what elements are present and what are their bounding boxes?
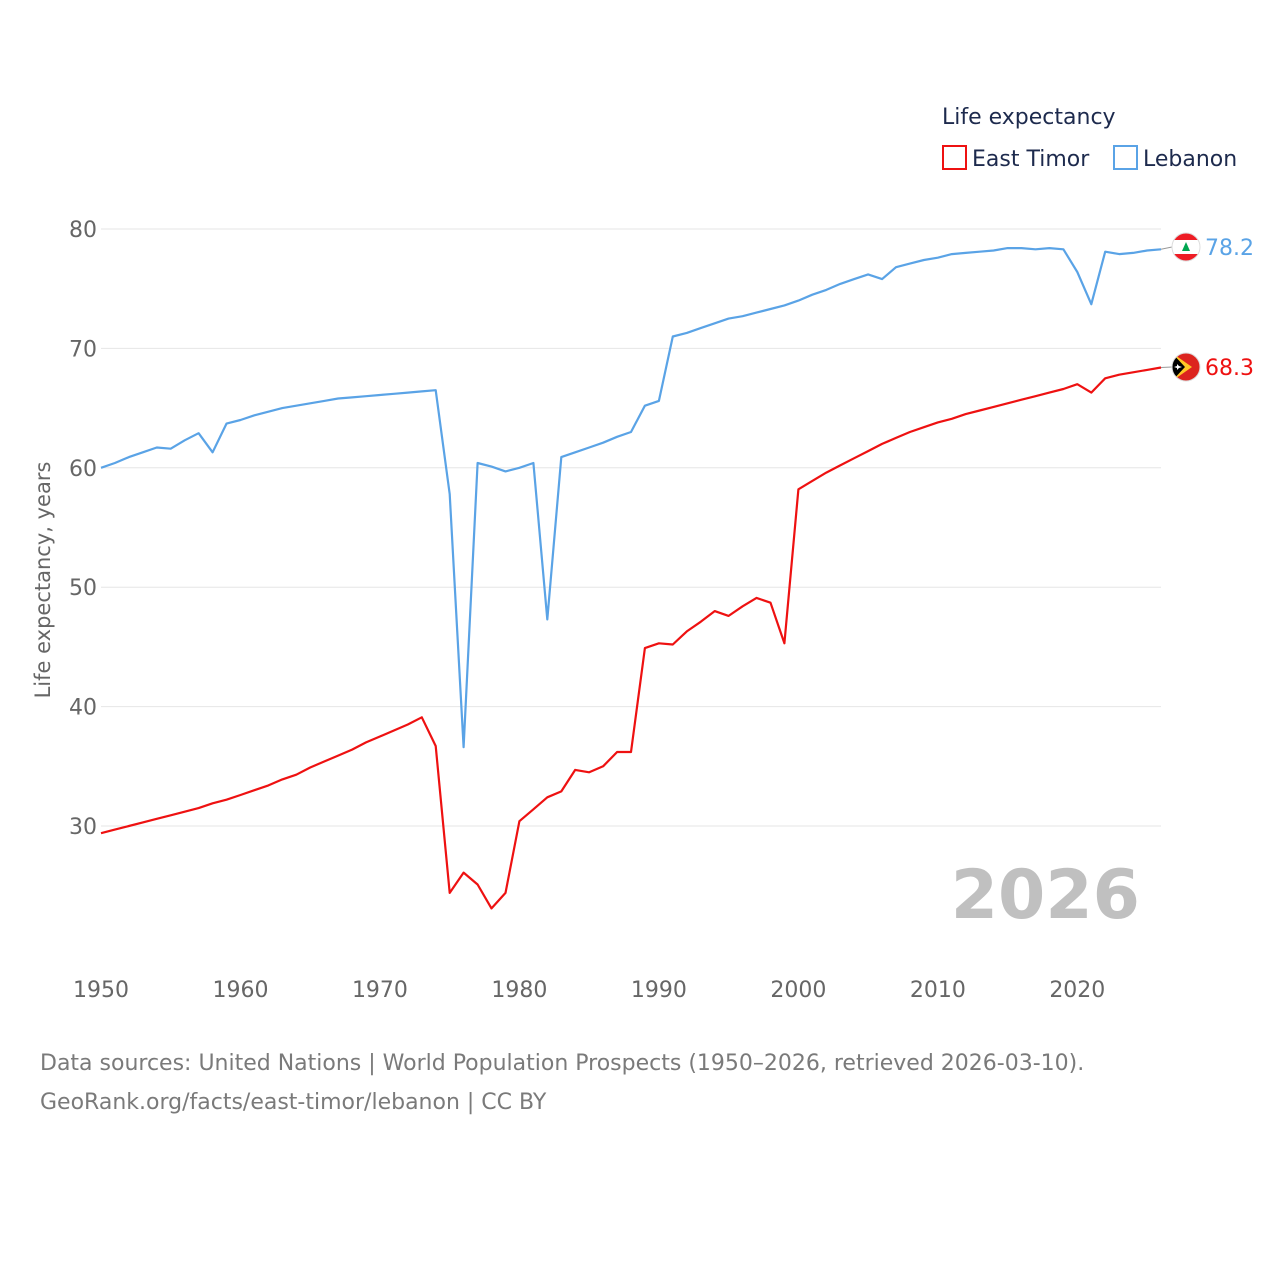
end-labels: 68.3 78.2 [1160,232,1254,382]
x-tick-label: 1980 [491,978,547,1003]
x-axis: 1950 1960 1970 1980 1990 2000 2010 2020 [73,978,1105,1003]
current-year-label: 2026 [951,856,1140,935]
gridlines [101,228,1161,827]
x-tick-label: 2010 [910,978,966,1003]
end-value-label-lebanon: 78.2 [1205,236,1254,261]
x-tick-label: 1950 [73,978,129,1003]
series-line-east-timor[interactable] [100,366,1162,910]
legend-item-east-timor[interactable]: East Timor [942,145,1090,172]
x-tick-label: 1970 [352,978,408,1003]
data-sources-footer: Data sources: United Nations | World Pop… [40,1044,1240,1122]
east-timor-flag-icon [1171,352,1201,382]
y-axis: 30 40 50 60 70 80 [69,218,97,840]
y-tick-label: 50 [69,576,97,601]
x-tick-label: 2020 [1049,978,1105,1003]
legend-item-lebanon[interactable]: Lebanon [1113,145,1237,172]
y-tick-label: 60 [69,457,97,482]
x-tick-label: 2000 [770,978,826,1003]
y-tick-label: 80 [69,218,97,243]
lebanon-flag-icon [1171,232,1201,262]
y-tick-label: 40 [69,696,97,721]
y-tick-label: 70 [69,337,97,362]
x-tick-label: 1960 [212,978,268,1003]
line-chart: 30 40 50 60 70 80 1950 1960 1970 1980 1990 2000 201… [31,105,1254,1003]
x-tick-label: 1990 [631,978,687,1003]
end-connector-lebanon [1160,246,1173,250]
y-axis-title: Life expectancy, years [31,462,55,699]
legend-title: Life expectancy [942,105,1116,130]
sources-text: Data sources: United Nations | World Pop… [40,1051,1085,1076]
y-tick-label: 30 [69,815,97,840]
end-value-label-east-timor: 68.3 [1205,356,1254,381]
legend: Life expectancy East Timor Lebanon [942,105,1237,172]
series-line-lebanon[interactable] [100,247,1162,749]
legend-label-east-timor: East Timor [972,147,1090,172]
legend-label-lebanon: Lebanon [1143,147,1237,172]
end-connector-east-timor [1160,366,1173,369]
credit-link[interactable]: GeoRank.org/facts/east-timor/lebanon | C… [40,1090,547,1115]
series-lines [100,247,1162,910]
legend-swatch-lebanon [1113,145,1138,170]
legend-swatch-east-timor [942,145,967,170]
